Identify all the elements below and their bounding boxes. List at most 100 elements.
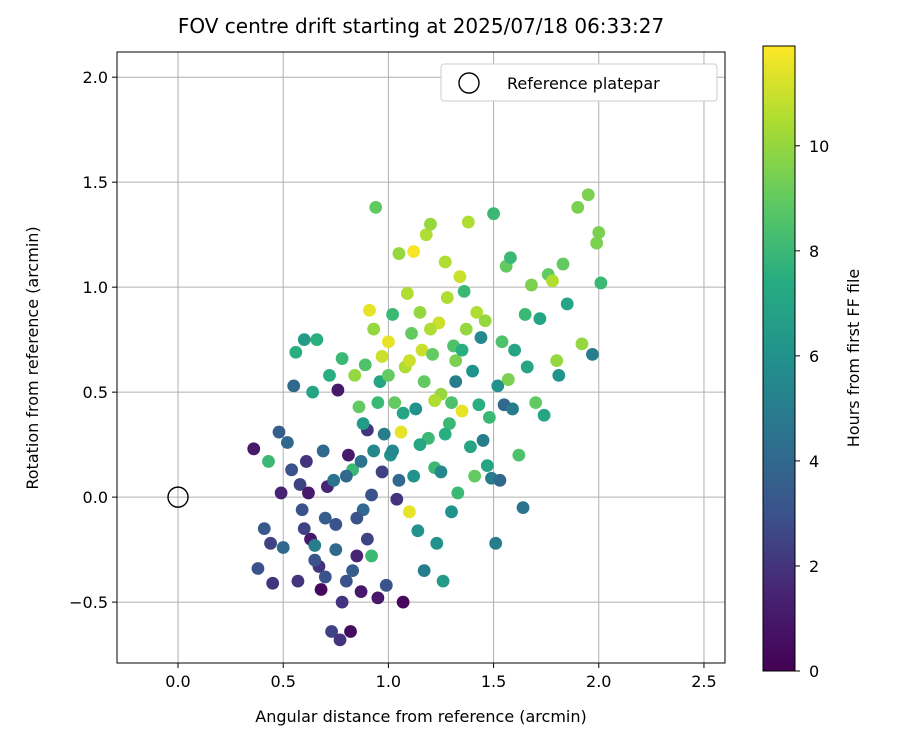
data-point <box>438 427 452 441</box>
data-point <box>449 354 463 368</box>
data-point <box>472 398 486 412</box>
data-point <box>480 459 494 473</box>
data-point <box>525 278 538 292</box>
data-point <box>293 478 307 491</box>
data-point <box>247 442 261 456</box>
data-point <box>556 257 570 271</box>
data-point <box>550 354 564 368</box>
data-point <box>346 564 360 578</box>
data-point <box>415 343 429 357</box>
data-point <box>318 511 332 525</box>
data-point <box>396 595 410 609</box>
data-point <box>325 625 338 638</box>
y-tick-label: 1.0 <box>83 278 108 297</box>
data-point <box>590 236 604 250</box>
data-point <box>508 343 522 357</box>
data-point <box>379 578 393 592</box>
data-point <box>257 522 271 536</box>
data-point <box>512 448 526 462</box>
data-point <box>323 368 336 382</box>
data-point <box>344 625 357 638</box>
data-point <box>506 402 519 416</box>
data-point <box>289 345 303 359</box>
colorbar-tick-label: 8 <box>809 242 819 261</box>
data-point <box>455 343 469 357</box>
data-point <box>310 333 324 347</box>
data-point <box>350 511 364 525</box>
data-point <box>390 492 404 506</box>
data-point <box>516 501 530 515</box>
y-tick-label: 1.5 <box>83 173 108 192</box>
data-point <box>272 425 286 439</box>
legend: Reference platepar <box>440 63 718 102</box>
data-point <box>392 247 406 260</box>
data-point <box>381 368 395 382</box>
data-point <box>417 564 431 578</box>
data-point <box>413 438 427 452</box>
x-axis-label: Angular distance from reference (arcmin) <box>255 707 586 726</box>
data-point <box>400 287 414 300</box>
data-point <box>438 255 452 269</box>
data-point <box>371 591 385 605</box>
data-point <box>504 251 517 265</box>
data-point <box>386 444 399 458</box>
y-tick-label: 2.0 <box>83 68 108 87</box>
legend-label: Reference platepar <box>507 74 660 93</box>
data-point <box>430 536 444 550</box>
colorbar-tick-label: 0 <box>809 662 819 681</box>
x-tick-label: 1.5 <box>481 672 506 691</box>
colorbar-gradient <box>762 45 796 672</box>
data-point <box>281 436 294 449</box>
data-point <box>335 352 349 365</box>
data-point <box>251 562 265 575</box>
data-point <box>464 440 477 454</box>
data-point <box>358 358 372 372</box>
data-point <box>581 188 595 202</box>
data-point <box>302 486 315 500</box>
data-point <box>529 396 543 410</box>
data-point <box>276 541 290 554</box>
data-point <box>455 404 469 418</box>
data-point <box>594 276 608 290</box>
data-point <box>375 350 389 363</box>
data-point <box>381 335 395 349</box>
data-point <box>316 444 330 458</box>
data-point <box>297 333 311 347</box>
data-point <box>333 633 347 647</box>
data-point <box>440 291 454 305</box>
data-point <box>419 228 433 242</box>
reference-point <box>167 486 189 508</box>
data-point <box>491 379 505 393</box>
data-point <box>520 360 534 374</box>
data-point <box>451 486 465 500</box>
data-point <box>285 463 299 477</box>
data-point <box>409 402 423 416</box>
data-point <box>392 473 406 487</box>
y-tick-label: 0.0 <box>83 488 108 507</box>
data-point <box>407 469 421 483</box>
data-point <box>394 425 408 439</box>
x-tick-label: 2.0 <box>586 672 611 691</box>
data-point <box>354 585 368 599</box>
data-point <box>537 408 551 422</box>
data-point <box>331 383 345 397</box>
chart-title: FOV centre drift starting at 2025/07/18 … <box>178 14 664 38</box>
x-tick-label: 0.0 <box>165 672 190 691</box>
data-point <box>274 486 288 500</box>
data-point <box>363 303 376 317</box>
data-point <box>445 396 458 410</box>
data-point <box>449 375 463 389</box>
colorbar-label: Hours from first FF file <box>844 269 863 448</box>
data-point <box>369 200 383 214</box>
data-point <box>339 469 353 483</box>
colorbar-tick-label: 6 <box>809 347 819 366</box>
reference-platepar-marker <box>167 486 189 508</box>
data-point <box>360 532 374 546</box>
data-point <box>459 322 473 336</box>
data-point <box>592 226 606 239</box>
data-point <box>262 455 275 468</box>
data-point <box>436 574 450 588</box>
data-point <box>434 465 448 479</box>
data-point <box>493 473 507 487</box>
